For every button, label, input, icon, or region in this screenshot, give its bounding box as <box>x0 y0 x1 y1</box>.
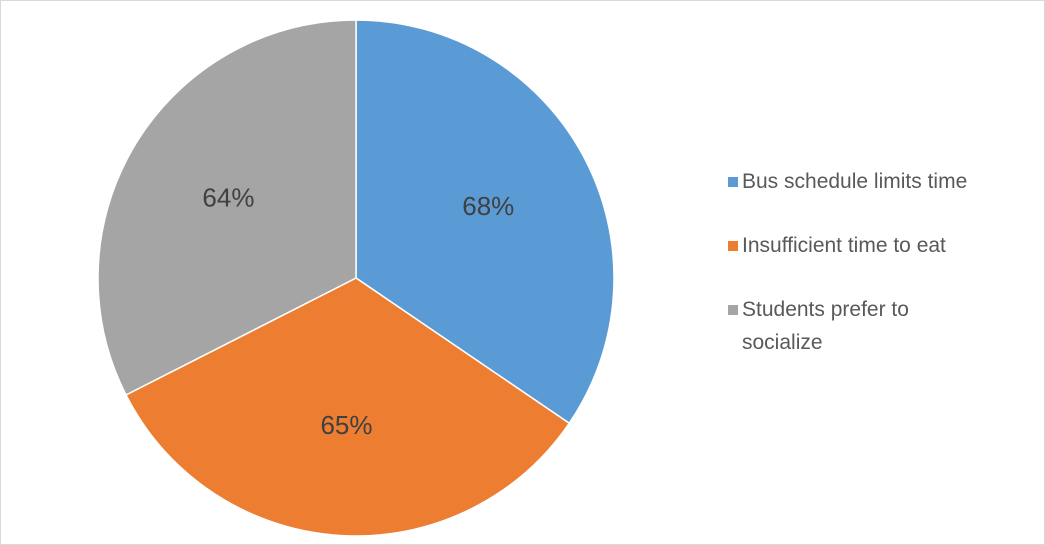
data-label: 65% <box>320 410 372 440</box>
data-label: 64% <box>202 183 254 213</box>
legend-item: Bus schedule limits time <box>728 165 983 198</box>
data-label: 68% <box>462 191 514 221</box>
pie-slice <box>125 277 571 537</box>
legend-label: Bus schedule limits time <box>742 170 968 193</box>
legend-item: Students prefer to socialize <box>728 293 983 359</box>
legend: Bus schedule limits time Insufficient tim… <box>728 165 983 390</box>
legend-swatch <box>728 241 738 251</box>
legend-label: Students prefer to socialize <box>742 298 909 354</box>
legend-item: Insufficient time to eat <box>728 229 983 262</box>
legend-swatch <box>728 305 738 315</box>
pie-slice <box>97 19 357 396</box>
pie-slice <box>355 19 615 425</box>
legend-label: Insufficient time to eat <box>742 234 946 257</box>
legend-swatch <box>728 177 738 187</box>
